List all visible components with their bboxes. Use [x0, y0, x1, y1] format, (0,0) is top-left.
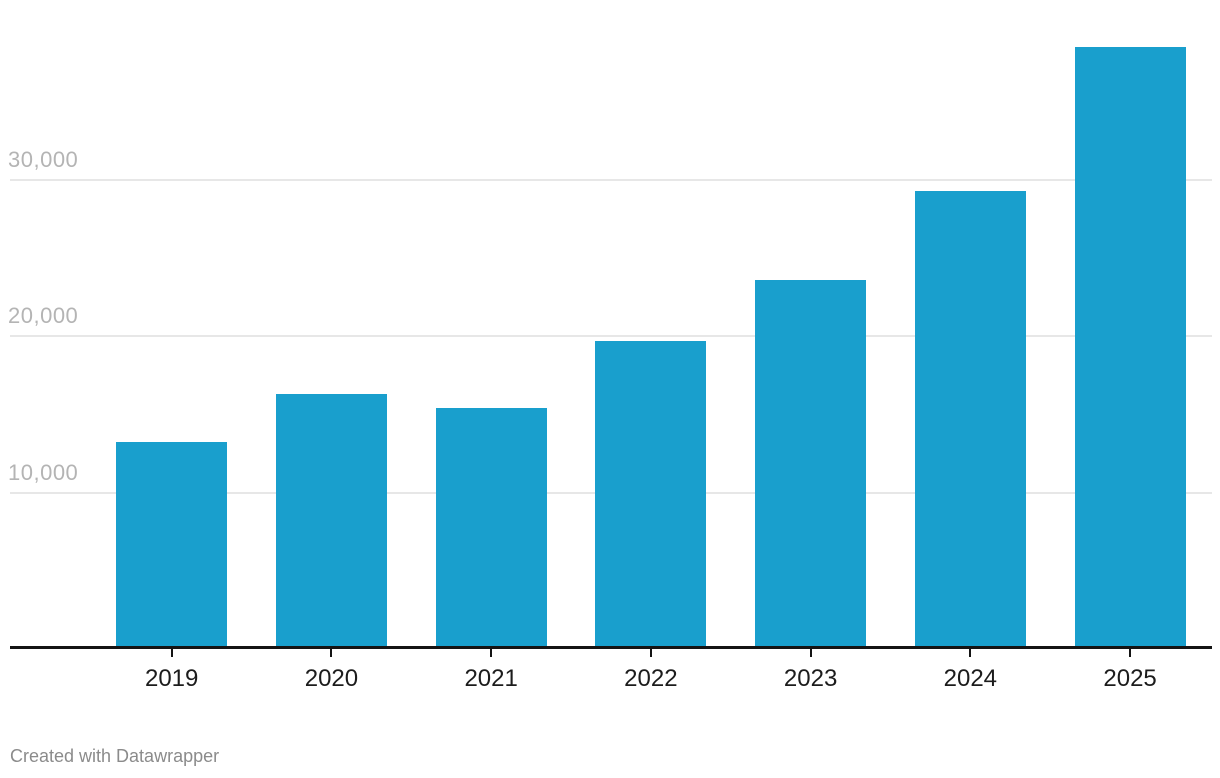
x-axis-label-2023: 2023 — [783, 665, 838, 692]
bar-2022[interactable] — [595, 340, 707, 647]
y-axis-label-20000: 20,000 — [8, 303, 79, 329]
x-axis-label-2021: 2021 — [464, 665, 518, 692]
plot-area: 10,000 20,000 30,000 — [8, 46, 1212, 647]
bar-2021[interactable] — [435, 407, 547, 647]
x-tick-2022 — [649, 649, 652, 657]
x-axis-label-2024: 2024 — [943, 665, 998, 692]
x-axis-label-2020: 2020 — [304, 665, 359, 692]
bar-2023[interactable] — [755, 279, 867, 647]
bar-2024[interactable] — [914, 190, 1026, 647]
bar-2020[interactable] — [275, 393, 387, 647]
x-axis-label-2022: 2022 — [624, 665, 678, 692]
x-tick-2025 — [1129, 649, 1132, 657]
x-axis-label-2025: 2025 — [1103, 665, 1157, 692]
bar-2019[interactable] — [116, 442, 228, 647]
y-axis-label-30000: 30,000 — [8, 147, 79, 172]
x-tick-2023 — [809, 649, 812, 657]
x-tick-2019 — [170, 649, 173, 657]
x-axis-line — [10, 646, 1212, 649]
bar-2025[interactable] — [1074, 46, 1186, 647]
gridline-20000 — [10, 335, 1212, 338]
x-tick-2020 — [330, 649, 333, 657]
gridline-30000 — [10, 179, 1212, 181]
x-tick-2021 — [490, 649, 493, 657]
datawrapper-attribution-link[interactable]: Created with Datawrapper — [10, 746, 220, 766]
x-tick-2024 — [969, 649, 972, 657]
y-axis-label-10000: 10,000 — [8, 459, 79, 485]
x-axis-label-2019: 2019 — [144, 665, 199, 692]
